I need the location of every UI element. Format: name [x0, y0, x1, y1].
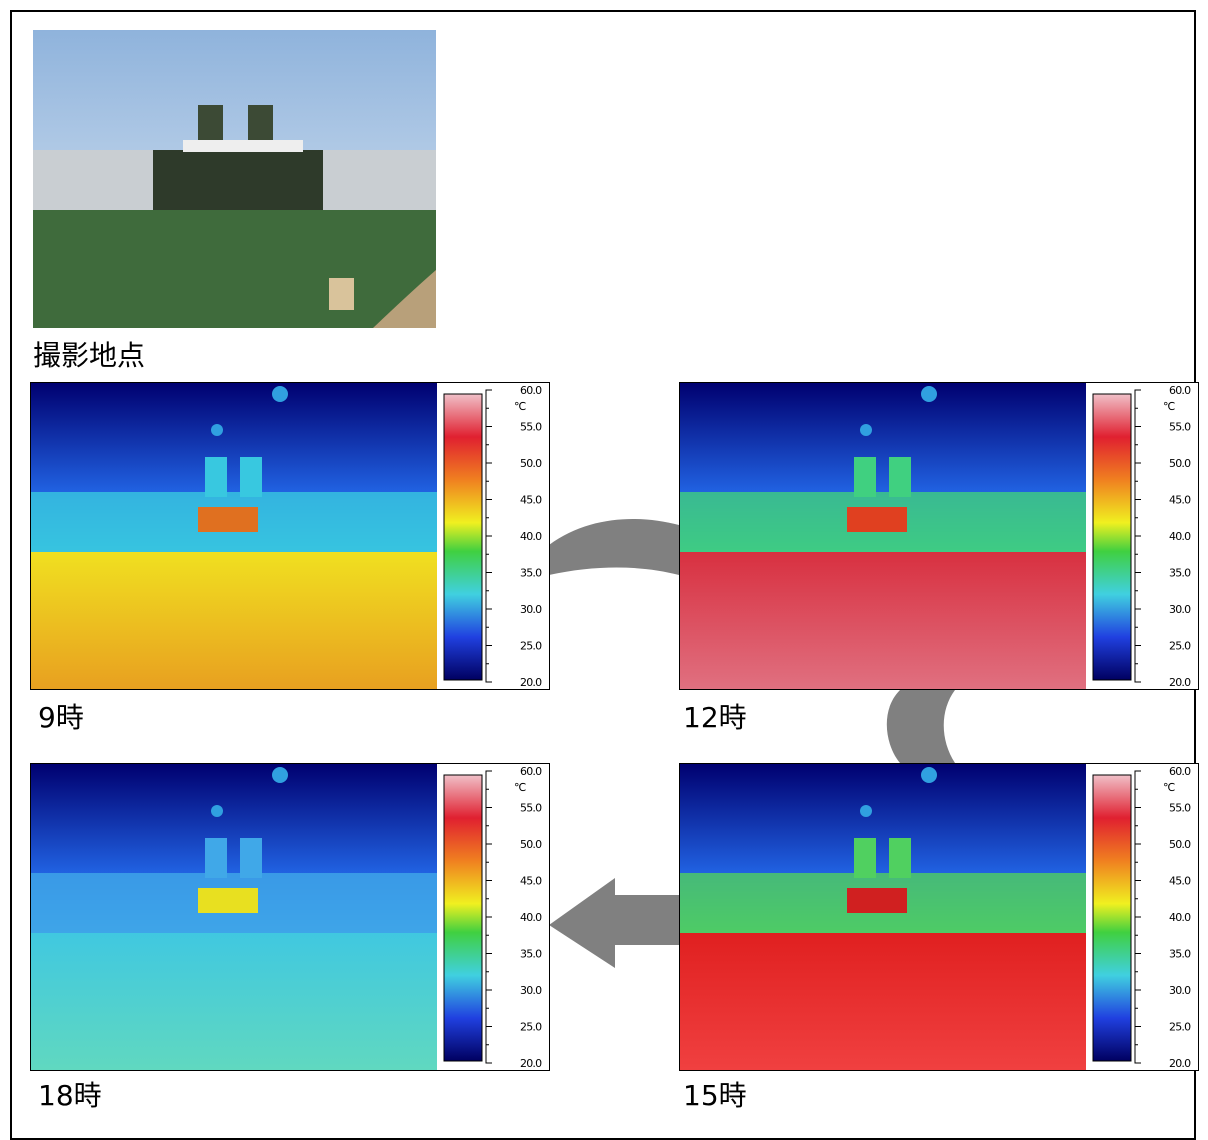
gondola [272, 767, 288, 783]
thermal-image: ℃ 60.0 55.0 50.0 45.0 40.0 35.0 30.0 25.0 20.0 [678, 381, 1200, 691]
stage [847, 888, 907, 913]
tower [240, 838, 262, 878]
arrow-15-to-18 [549, 878, 679, 968]
location-photo [33, 30, 436, 328]
scale-label: 35.0 [1169, 948, 1191, 961]
scale-label: 55.0 [1169, 421, 1191, 434]
scale-label: 35.0 [520, 948, 542, 961]
thermal-image: ℃ 60.0 55.0 50.0 45.0 40.0 35.0 30.0 25.0 20.0 [29, 381, 551, 691]
gondola [860, 805, 872, 817]
tower [854, 457, 876, 497]
thermal-image: ℃ 60.0 55.0 50.0 45.0 40.0 35.0 30.0 25.0 20.0 [678, 762, 1200, 1072]
panel-caption: 9時 [38, 701, 84, 734]
colorbar [1092, 393, 1132, 681]
gondola [211, 805, 223, 817]
scale-label: 40.0 [1169, 911, 1191, 924]
scale-label: 50.0 [1169, 457, 1191, 470]
scale-label: 30.0 [520, 603, 542, 616]
scale-label: 20.0 [520, 1057, 542, 1070]
scale-label: 45.0 [520, 875, 542, 888]
arrow-9-to-12 [549, 519, 679, 575]
scale-label: 60.0 [520, 384, 542, 397]
thermal-panel: ℃ 60.0 55.0 50.0 45.0 40.0 35.0 30.0 25.0 20.0 [29, 762, 551, 1072]
photo-caption: 撮影地点 [33, 339, 146, 372]
colorbar [443, 774, 483, 1062]
scale-label: 55.0 [520, 802, 542, 815]
stage [198, 888, 258, 913]
scale-label: 35.0 [520, 567, 542, 580]
scale-label: 50.0 [520, 457, 542, 470]
unit: ℃ [514, 400, 526, 413]
scale-label: 60.0 [1169, 384, 1191, 397]
colorbar [443, 393, 483, 681]
thermal-panel: ℃ 60.0 55.0 50.0 45.0 40.0 35.0 30.0 25.0 20.0 [29, 381, 551, 691]
unit: ℃ [1163, 400, 1175, 413]
scale-label: 60.0 [1169, 765, 1191, 778]
tower [854, 838, 876, 878]
scale-label: 55.0 [1169, 802, 1191, 815]
ground [31, 933, 437, 1070]
scale-label: 30.0 [1169, 603, 1191, 616]
scale-label: 55.0 [520, 421, 542, 434]
unit: ℃ [514, 781, 526, 794]
colorbar [1092, 774, 1132, 1062]
scale-label: 20.0 [520, 676, 542, 689]
gondola [860, 424, 872, 436]
stage [198, 507, 258, 532]
gondola [921, 767, 937, 783]
ground [680, 552, 1086, 689]
scale-label: 20.0 [1169, 1057, 1191, 1070]
tower [240, 457, 262, 497]
scale-label: 40.0 [1169, 530, 1191, 543]
unit: ℃ [1163, 781, 1175, 794]
scale-label: 20.0 [1169, 676, 1191, 689]
scale-label: 30.0 [1169, 984, 1191, 997]
scale-label: 45.0 [1169, 875, 1191, 888]
scale-label: 50.0 [520, 838, 542, 851]
scale-label: 25.0 [1169, 1021, 1191, 1034]
panel-caption: 15時 [683, 1079, 747, 1112]
tower [889, 457, 911, 497]
stage [847, 507, 907, 532]
thermal-panel: ℃ 60.0 55.0 50.0 45.0 40.0 35.0 30.0 25.0 20.0 [678, 381, 1200, 691]
ground [31, 552, 437, 689]
scale-label: 45.0 [520, 494, 542, 507]
thermal-panel: ℃ 60.0 55.0 50.0 45.0 40.0 35.0 30.0 25.0 20.0 [678, 762, 1200, 1072]
scale-label: 30.0 [520, 984, 542, 997]
scale-label: 50.0 [1169, 838, 1191, 851]
arrow-12-to-15 [886, 690, 955, 763]
tower [205, 457, 227, 497]
tower [205, 838, 227, 878]
scale-label: 60.0 [520, 765, 542, 778]
gondola [272, 386, 288, 402]
panel-caption: 12時 [683, 701, 747, 734]
panel-caption: 18時 [38, 1079, 102, 1112]
scale-label: 45.0 [1169, 494, 1191, 507]
thermal-image: ℃ 60.0 55.0 50.0 45.0 40.0 35.0 30.0 25.0 20.0 [29, 762, 551, 1072]
gondola [211, 424, 223, 436]
gondola [921, 386, 937, 402]
scale-label: 40.0 [520, 530, 542, 543]
scale-label: 25.0 [1169, 640, 1191, 653]
tower [889, 838, 911, 878]
ground [680, 933, 1086, 1070]
scale-label: 25.0 [520, 1021, 542, 1034]
scale-label: 40.0 [520, 911, 542, 924]
scale-label: 25.0 [520, 640, 542, 653]
scale-label: 35.0 [1169, 567, 1191, 580]
